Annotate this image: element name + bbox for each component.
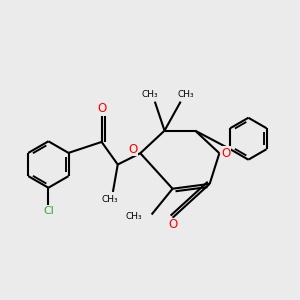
Text: O: O: [168, 218, 177, 231]
Text: CH₃: CH₃: [177, 90, 194, 99]
Text: CH₃: CH₃: [101, 196, 118, 205]
Text: O: O: [129, 143, 138, 156]
Text: O: O: [97, 102, 106, 115]
Text: O: O: [221, 147, 230, 160]
Text: CH₃: CH₃: [142, 90, 158, 99]
Text: CH₃: CH₃: [126, 212, 142, 220]
Text: Cl: Cl: [43, 206, 54, 216]
